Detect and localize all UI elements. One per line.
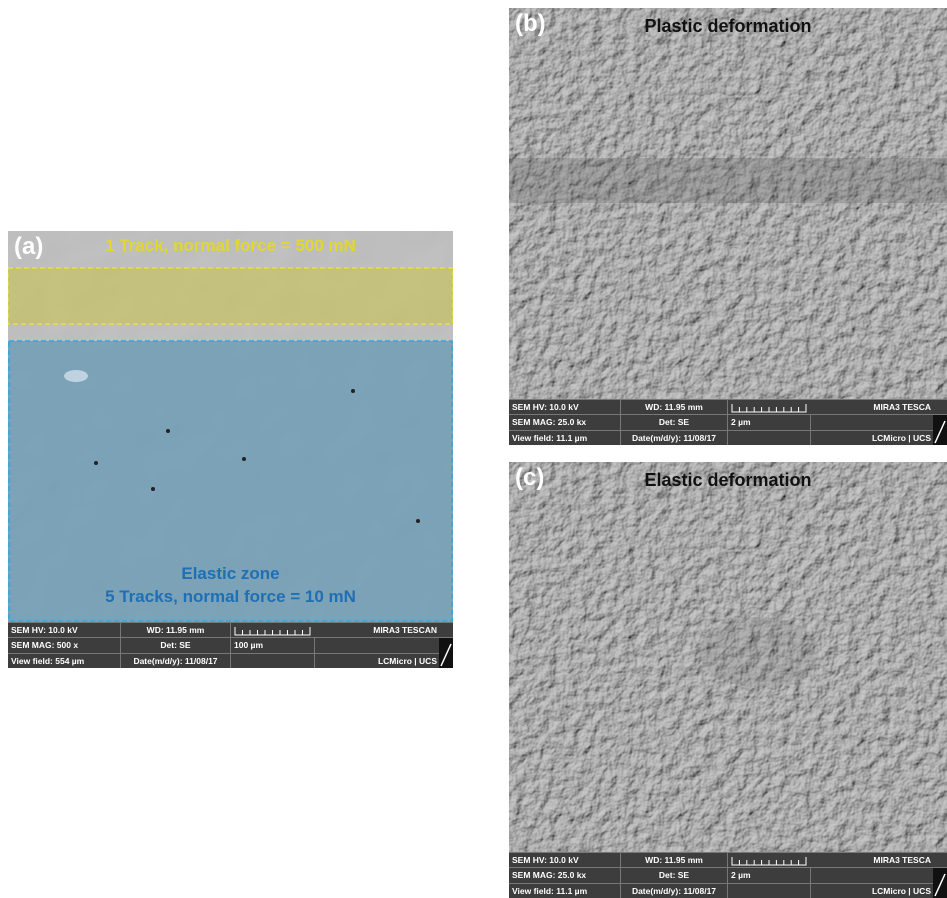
info-text: Det: SE (121, 638, 231, 652)
info-text: Date(m/d/y): 11/08/17 (621, 431, 728, 445)
info-text: LCMicro | UCS (811, 884, 947, 898)
info-text: LCMicro | UCS (811, 431, 947, 445)
info-text: SEM HV: 10.0 kV (509, 400, 621, 414)
logo-mark (933, 415, 947, 445)
info-text: View field: 11.1 µm (509, 431, 621, 445)
info-text: 100 µm (231, 638, 315, 652)
info-text: SEM MAG: 25.0 kx (509, 868, 621, 882)
info-text: 2 µm (728, 868, 811, 882)
info-cell (231, 623, 315, 637)
sem-image (509, 8, 947, 399)
info-text: Date(m/d/y): 11/08/17 (621, 884, 728, 898)
annotation: 1 Track, normal force = 500 mN (8, 236, 453, 256)
logo-mark (439, 638, 453, 668)
info-cell (811, 415, 947, 429)
info-text: SEM HV: 10.0 kV (509, 853, 621, 867)
info-text: SEM MAG: 25.0 kx (509, 415, 621, 429)
info-text: WD: 11.95 mm (121, 623, 231, 637)
info-text: LCMicro | UCS (315, 654, 453, 668)
info-cell (811, 868, 947, 882)
page: (a) 1 Track, normal force = 500 mN Elast… (0, 0, 947, 898)
scale-bar (731, 853, 808, 867)
info-text: MIRA3 TESCA (811, 853, 947, 867)
info-cell (728, 853, 811, 867)
panel-title: Elastic deformation (509, 470, 947, 491)
info-text: View field: 554 µm (8, 654, 121, 668)
logo (439, 638, 453, 668)
annotation: Elastic zone (8, 564, 453, 584)
info-text: WD: 11.95 mm (621, 400, 728, 414)
annotation: 5 Tracks, normal force = 10 mN (8, 587, 453, 607)
panel-title: Plastic deformation (509, 16, 947, 37)
info-text: MIRA3 TESCA (811, 400, 947, 414)
logo (933, 415, 947, 445)
info-text: Det: SE (621, 415, 728, 429)
logo (933, 868, 947, 898)
info-text: View field: 11.1 µm (509, 884, 621, 898)
info-text: MIRA3 TESCAN (315, 623, 453, 637)
logo-mark (933, 868, 947, 898)
info-text: 2 µm (728, 415, 811, 429)
info-cell (315, 638, 453, 652)
info-text: Det: SE (621, 868, 728, 882)
info-text: WD: 11.95 mm (621, 853, 728, 867)
info-text: SEM MAG: 500 x (8, 638, 121, 652)
info-cell (728, 884, 811, 898)
info-cell (728, 400, 811, 414)
scale-bar (234, 623, 312, 637)
info-cell (728, 431, 811, 445)
info-cell (231, 654, 315, 668)
info-text: SEM HV: 10.0 kV (8, 623, 121, 637)
sem-image (509, 462, 947, 852)
panel-a: (a) 1 Track, normal force = 500 mN Elast… (8, 231, 453, 668)
info-text: Date(m/d/y): 11/08/17 (121, 654, 231, 668)
scale-bar (731, 400, 808, 414)
